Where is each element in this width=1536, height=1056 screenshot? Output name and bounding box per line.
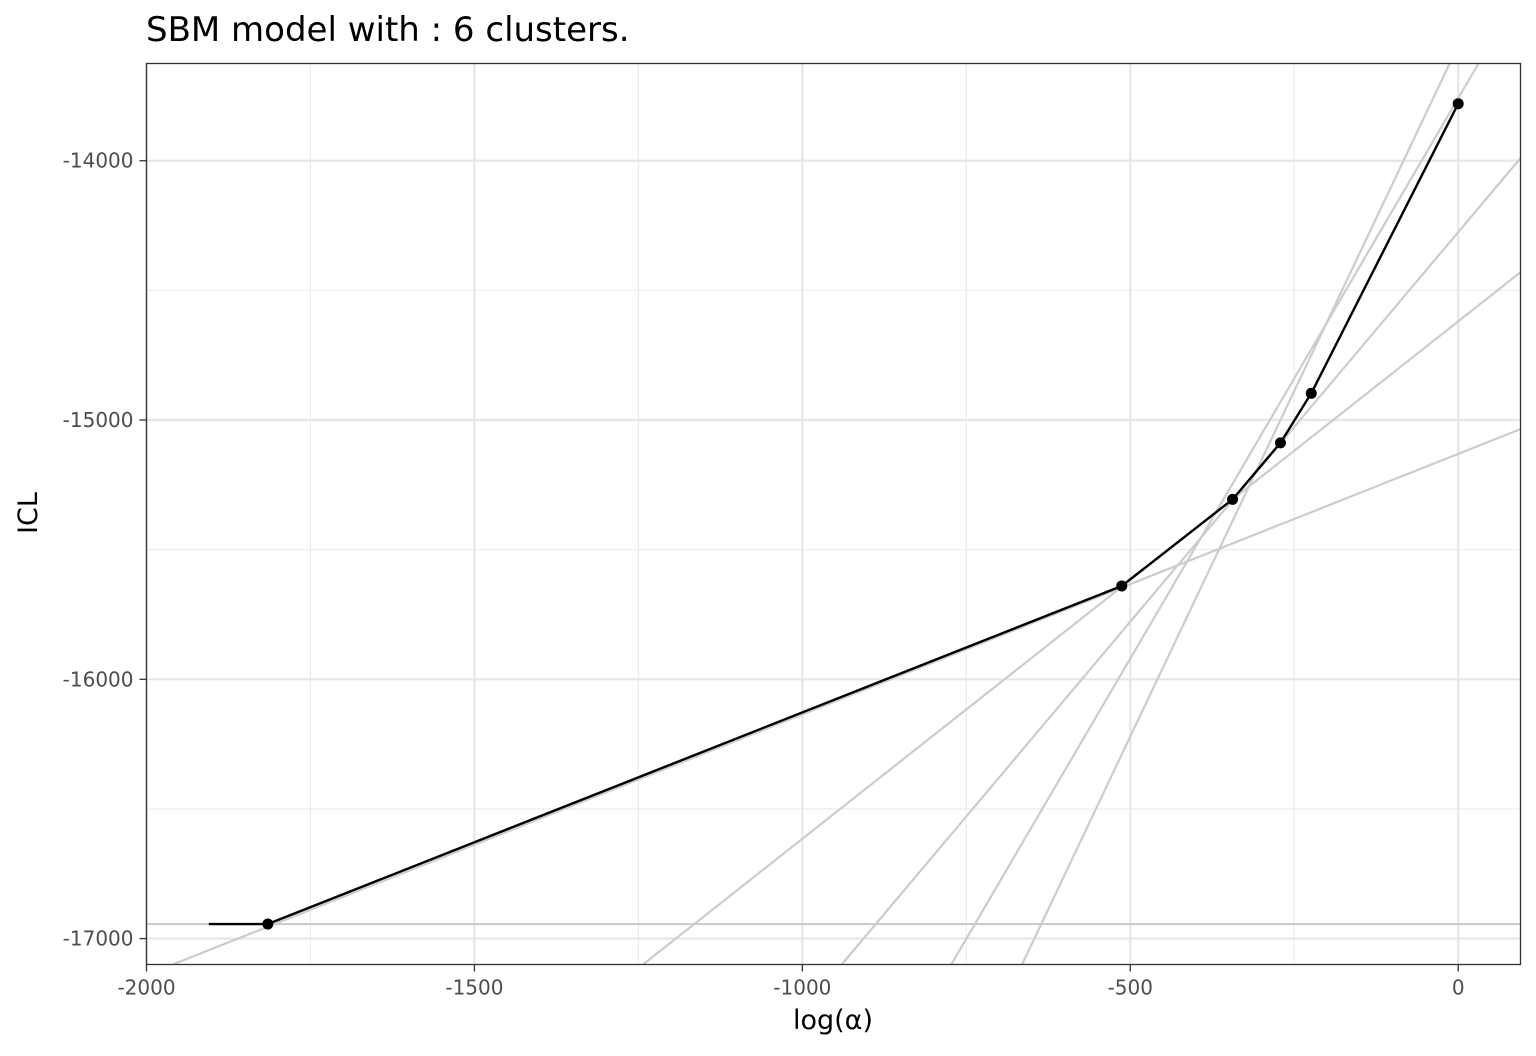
points-layer: [262, 98, 1464, 930]
chart-title: SBM model with : 6 clusters.: [146, 10, 630, 50]
background-line-2: [172, 428, 1521, 965]
data-point-4: [1274, 437, 1286, 449]
data-point-3: [1227, 493, 1239, 505]
x-axis: -2000 -1500 -1000 -500 0: [117, 964, 1465, 1000]
x-tick-label: -500: [1108, 976, 1153, 1000]
major-gridlines: [145, 63, 1521, 965]
y-tick-label: -16000: [63, 667, 134, 691]
x-tick-label: 0: [1452, 976, 1465, 1000]
y-axis: -17000 -16000 -15000 -14000: [63, 149, 147, 951]
data-point-1: [262, 918, 274, 930]
minor-gridlines: [146, 63, 1521, 965]
data-point-2: [1116, 580, 1128, 592]
background-line-3: [642, 271, 1521, 965]
plot-border: [145, 62, 1522, 966]
x-axis-title: log(α): [793, 1005, 873, 1036]
y-tick-label: -17000: [63, 927, 134, 951]
y-axis-title: ICL: [13, 492, 44, 534]
x-tick-label: -1000: [773, 976, 831, 1000]
background-line-4: [840, 157, 1521, 965]
background-line-6: [1021, 63, 1451, 965]
y-tick-label: -14000: [63, 149, 134, 173]
data-point-6: [1452, 98, 1464, 110]
background-lines: [146, 63, 1521, 965]
x-tick-label: -2000: [117, 976, 175, 1000]
plot-panel: [146, 63, 1521, 965]
data-point-5: [1305, 387, 1317, 399]
x-tick-label: -1500: [445, 976, 503, 1000]
y-tick-label: -15000: [63, 408, 134, 432]
